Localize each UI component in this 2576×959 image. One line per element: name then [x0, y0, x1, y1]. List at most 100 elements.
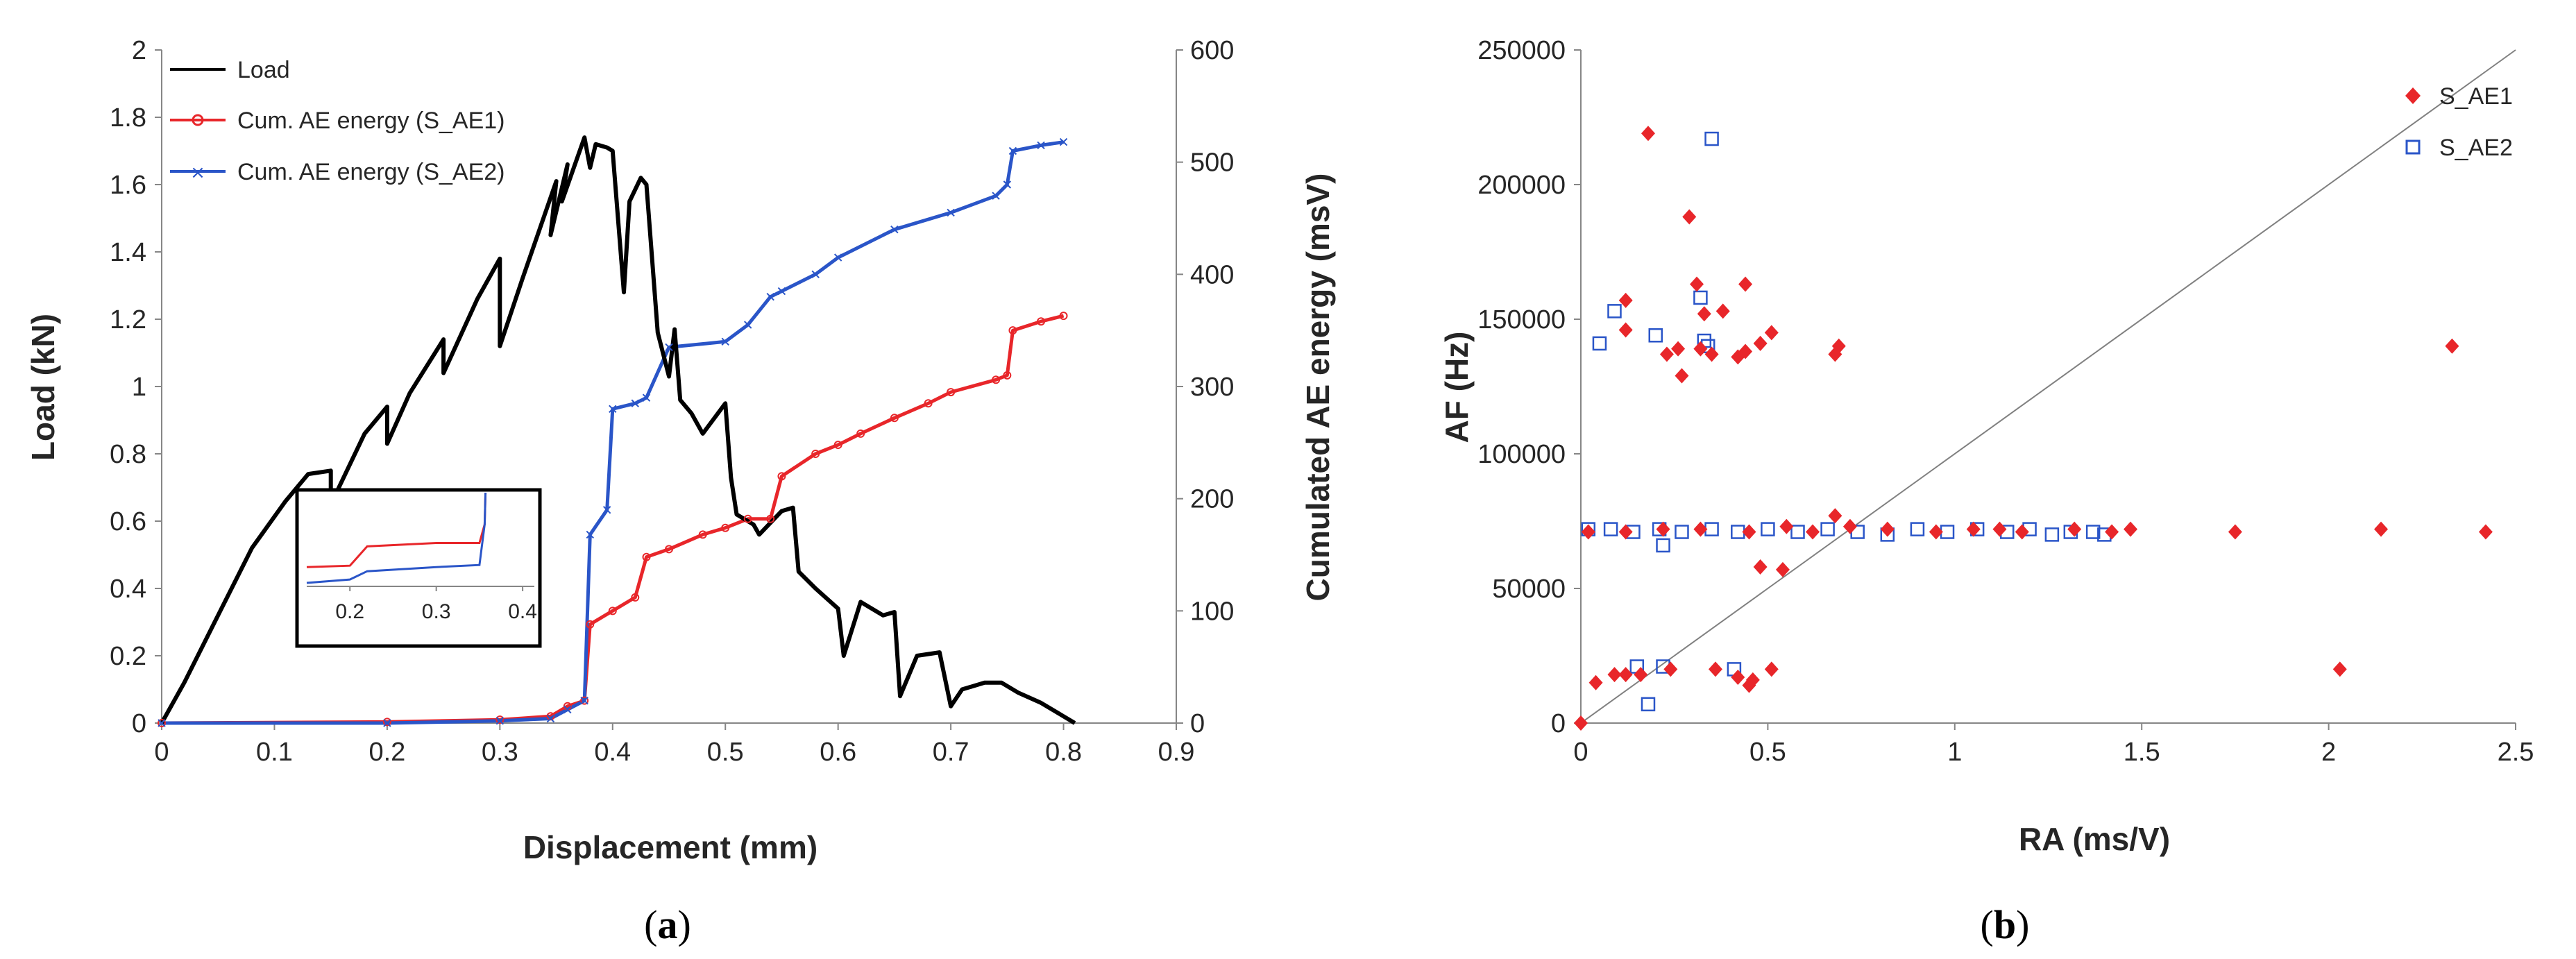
data-point-s-ae1: [1641, 126, 1655, 142]
chart-b-y-tick-label: 200000: [1477, 171, 1566, 200]
chart-a-tick-labels: 0 0.1 0.2 0.3 0.4 0.5 0.6 0.7 0.8 0.900.20.40.60.…: [110, 36, 1234, 767]
chart-a-y2-tick-label: 0: [1190, 709, 1205, 738]
chart-a-y-tick-label: 1.6: [110, 171, 146, 200]
data-point-s-ae2: [992, 192, 1000, 200]
chart-a-y2-tick-label: 400: [1190, 260, 1234, 289]
data-point-s-ae2: [1059, 137, 1068, 146]
data-point-s-ae2: [564, 705, 572, 714]
data-point-s-ae2: [1675, 525, 1689, 539]
chart-b-series: [1574, 49, 2516, 731]
chart-a-x-tick-label: 0.8: [1045, 738, 1082, 767]
chart-a-series: [158, 135, 1076, 727]
legend-label-s-ae1: S_AE1: [2439, 83, 2513, 110]
data-point-s-ae1: [992, 375, 1001, 384]
data-point-s-ae1: [1618, 292, 1633, 308]
legend-label-s-ae2: S_AE2: [2439, 135, 2513, 161]
data-point-s-ae1: [811, 450, 820, 458]
data-point-s-ae2: [1704, 131, 1719, 146]
chart-a-y-tick-label: 0: [132, 709, 146, 738]
chart-b-x-tick-label: 0: [1573, 738, 1588, 767]
data-point-s-ae1: [1697, 306, 1711, 322]
chart-a-y-tick-label: 0.6: [110, 507, 146, 536]
chart-a-panel-label: (a): [644, 902, 691, 947]
data-point-s-ae2: [586, 530, 594, 539]
chart-b: 0 0.5 1 1.5 2 2.5 0 50000 100000 150000 200000 2500…: [1439, 36, 2534, 947]
chart-a-y-tick-label: 0.2: [110, 642, 146, 671]
data-point-s-ae1: [1753, 559, 1768, 575]
data-point-s-ae2: [642, 393, 651, 402]
chart-a-y2-tick-label: 200: [1190, 485, 1234, 514]
data-point-s-ae1: [1003, 371, 1012, 380]
data-point-s-ae1: [1731, 349, 1745, 365]
data-point-s-ae2: [1037, 141, 1045, 150]
chart-a-y-tick-label: 1.4: [110, 238, 146, 267]
data-point-s-ae1: [586, 620, 595, 629]
data-point-s-ae2: [631, 399, 639, 407]
data-point-s-ae1: [2332, 661, 2347, 677]
chart-b-x-tick-label: 0.5: [1749, 738, 1786, 767]
data-point-s-ae1: [1037, 317, 1046, 326]
data-point-s-ae1: [608, 606, 617, 616]
data-point-s-ae1: [2445, 338, 2459, 354]
data-point-s-ae2: [833, 253, 842, 262]
data-point-s-ae1: [1607, 667, 1622, 683]
chart-b-y-tick-label: 0: [1551, 709, 1566, 738]
data-point-s-ae1: [631, 593, 640, 602]
data-point-s-ae1: [2067, 521, 2082, 537]
chart-a-y-axis-title: Load (kN): [25, 314, 61, 461]
data-point-s-ae1: [1659, 346, 1674, 362]
data-point-s-ae1: [1618, 322, 1633, 338]
chart-a-x-tick-label: 0.5: [707, 738, 744, 767]
data-point-s-ae1: [777, 472, 786, 481]
chart-a-y-tick-label: 0.4: [110, 575, 146, 604]
chart-a-x-tick-label: 0.2: [368, 738, 405, 767]
data-point-s-ae1: [1693, 521, 1708, 537]
data-point-s-ae1: [1574, 715, 1588, 731]
data-point-s-ae1: [2228, 524, 2242, 540]
legend-label-load: Load: [237, 57, 290, 83]
data-point-s-ae2: [721, 337, 729, 346]
data-point-s-ae1: [1764, 325, 1779, 341]
data-point-s-ae1: [1828, 508, 1842, 524]
chart-b-x-tick-label: 2.5: [2498, 738, 2534, 767]
chart-a-x-tick-label: 0: [154, 738, 169, 767]
data-point-s-ae1: [1059, 312, 1068, 321]
data-point-s-ae2: [2085, 525, 2101, 539]
data-point-s-ae1: [1842, 518, 1857, 534]
chart-a-y-tick-label: 1.2: [110, 305, 146, 334]
data-point-s-ae1: [743, 514, 752, 523]
data-point-s-ae2: [1607, 304, 1622, 319]
chart-a-y2-tick-label: 100: [1190, 597, 1234, 626]
chart-a-x-tick-label: 0.4: [594, 738, 631, 767]
data-point-s-ae1: [1880, 521, 1895, 537]
data-point-s-ae1: [1992, 521, 2007, 537]
chart-a-y-tick-label: 2: [132, 36, 146, 65]
data-point-s-ae1: [721, 523, 730, 532]
data-point-s-ae1: [1675, 368, 1689, 384]
data-point-s-ae2: [158, 719, 166, 727]
data-point-s-ae2: [811, 270, 820, 279]
legend-label-s-ae1: Cum. AE energy (S_AE1): [237, 108, 505, 134]
chart-b-panel-label: (b): [1981, 902, 2030, 947]
chart-a-x-tick-label: 0.9: [1158, 738, 1195, 767]
data-point-s-ae1: [642, 552, 651, 561]
data-point-s-ae2: [1641, 697, 1656, 712]
data-point-s-ae1: [1742, 524, 1756, 540]
chart-a-y-tick-label: 0.8: [110, 440, 146, 469]
chart-a-y2-tick-label: 300: [1190, 373, 1234, 402]
data-point-s-ae2: [744, 321, 752, 329]
data-point-s-ae2: [890, 225, 899, 234]
chart-b-tick-labels: 0 0.5 1 1.5 2 2.5 0 50000 100000 150000 200000 2500…: [1477, 36, 2534, 767]
data-point-s-ae1: [1008, 326, 1017, 335]
chart-a-x-tick-label: 0.3: [482, 738, 518, 767]
data-point-s-ae1: [1828, 346, 1842, 362]
data-point-s-ae1: [2478, 524, 2493, 540]
chart-a-inset: 0.2 0.3 0.4: [295, 488, 542, 648]
data-point-s-ae1: [1682, 209, 1697, 225]
chart-a-y2-tick-label: 600: [1190, 36, 1234, 65]
chart-a-y2-tick-label: 500: [1190, 148, 1234, 178]
data-point-s-ae2: [609, 405, 617, 414]
reference-line: [1580, 49, 2516, 724]
data-point-s-ae2: [2044, 527, 2060, 542]
inset-x-tick-label: 0.3: [422, 600, 451, 623]
